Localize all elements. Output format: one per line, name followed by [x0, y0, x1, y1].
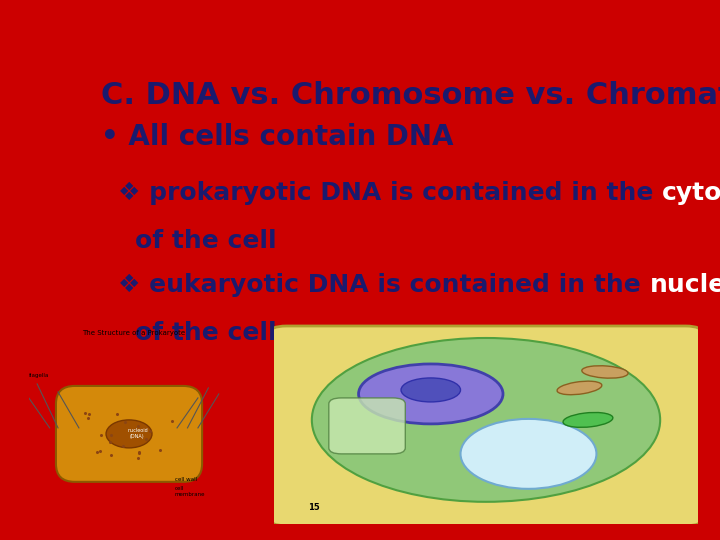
- Ellipse shape: [557, 381, 602, 395]
- Ellipse shape: [461, 419, 596, 489]
- Text: nucleoid
(DNA): nucleoid (DNA): [127, 429, 148, 440]
- Text: 15: 15: [307, 503, 320, 512]
- Text: nucleus: nucleus: [649, 273, 720, 296]
- Text: flagella: flagella: [30, 374, 50, 379]
- Text: cell
membrane: cell membrane: [175, 487, 205, 497]
- FancyBboxPatch shape: [56, 386, 202, 482]
- Text: ❖ prokaryotic DNA is contained in the: ❖ prokaryotic DNA is contained in the: [118, 181, 662, 205]
- FancyBboxPatch shape: [269, 326, 703, 526]
- Text: The Structure of a Prokaryote: The Structure of a Prokaryote: [81, 330, 185, 336]
- Ellipse shape: [106, 420, 152, 448]
- Text: of the cell: of the cell: [135, 321, 276, 345]
- Text: C. DNA vs. Chromosome vs. Chromatin: C. DNA vs. Chromosome vs. Chromatin: [101, 82, 720, 111]
- Text: of the cell: of the cell: [135, 229, 276, 253]
- Ellipse shape: [312, 338, 660, 502]
- Text: ❖ eukaryotic DNA is contained in the: ❖ eukaryotic DNA is contained in the: [118, 273, 649, 296]
- Text: cytoplasm: cytoplasm: [662, 181, 720, 205]
- Ellipse shape: [401, 378, 461, 402]
- FancyBboxPatch shape: [329, 398, 405, 454]
- Ellipse shape: [563, 413, 613, 427]
- Ellipse shape: [582, 366, 628, 378]
- Text: • All cells contain DNA: • All cells contain DNA: [101, 123, 454, 151]
- Text: cell wall: cell wall: [175, 477, 197, 482]
- Ellipse shape: [359, 364, 503, 424]
